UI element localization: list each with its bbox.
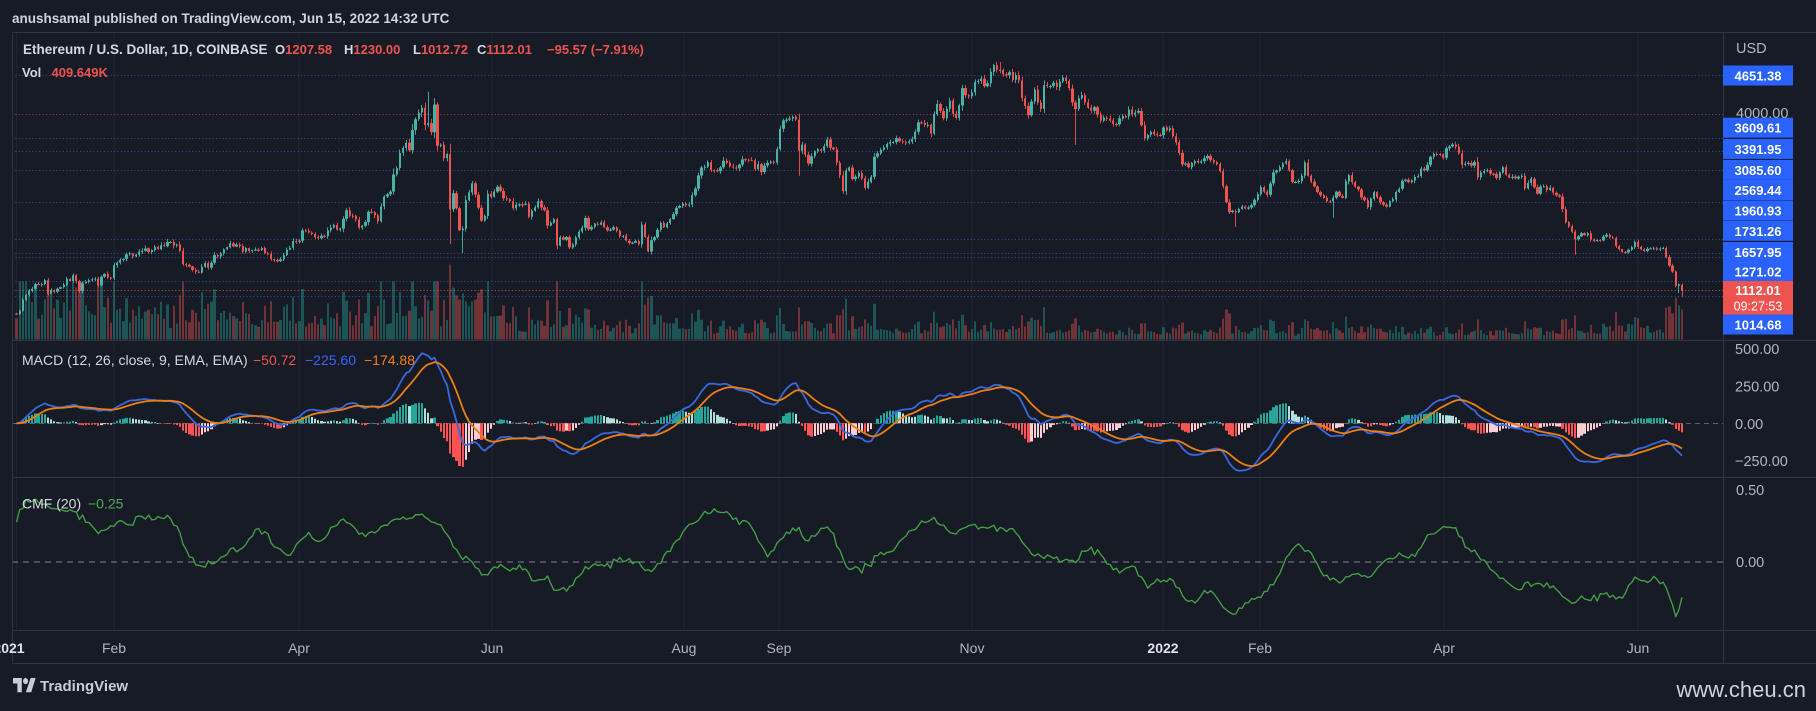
svg-text:3391.95: 3391.95 [1735, 142, 1782, 157]
svg-text:0.50: 0.50 [1736, 483, 1764, 499]
svg-text:Apr: Apr [288, 640, 310, 656]
svg-text:2569.44: 2569.44 [1735, 183, 1783, 198]
svg-text:anushsamal published on Tradin: anushsamal published on TradingView.com,… [12, 11, 450, 26]
svg-text:−250.00: −250.00 [1735, 454, 1788, 470]
svg-text:250.00: 250.00 [1735, 380, 1779, 396]
svg-text:USD: USD [1736, 41, 1767, 57]
svg-text:www.cheu.cn: www.cheu.cn [1675, 677, 1806, 702]
svg-text:Vol: Vol [22, 65, 41, 80]
svg-text:Nov: Nov [960, 640, 985, 656]
svg-text:1657.95: 1657.95 [1735, 245, 1782, 260]
svg-text:Feb: Feb [1248, 640, 1272, 656]
svg-text:1014.68: 1014.68 [1735, 318, 1782, 333]
svg-text:09:27:53: 09:27:53 [1734, 300, 1783, 314]
svg-text:0.00: 0.00 [1736, 555, 1764, 571]
svg-text:4651.38: 4651.38 [1735, 69, 1782, 84]
svg-text:3085.60: 3085.60 [1735, 163, 1782, 178]
svg-text:2022: 2022 [1147, 640, 1178, 656]
svg-text:1271.02: 1271.02 [1735, 265, 1782, 280]
svg-text:Jun: Jun [1627, 640, 1650, 656]
svg-text:500.00: 500.00 [1735, 342, 1779, 358]
svg-text:1731.26: 1731.26 [1735, 224, 1782, 239]
svg-text:TradingView: TradingView [40, 678, 128, 695]
svg-text:2021: 2021 [0, 640, 25, 656]
svg-text:Jun: Jun [481, 640, 504, 656]
svg-text:1960.93: 1960.93 [1735, 203, 1782, 218]
svg-text:Apr: Apr [1433, 640, 1455, 656]
svg-text:Ethereum / U.S. Dollar, 1D, CO: Ethereum / U.S. Dollar, 1D, COINBASE O120… [23, 42, 644, 57]
svg-text:3609.61: 3609.61 [1735, 121, 1782, 136]
svg-text:409.649K: 409.649K [52, 65, 109, 80]
svg-text:Feb: Feb [102, 640, 126, 656]
svg-text:0.00: 0.00 [1735, 417, 1763, 433]
svg-text:CMF (20)−0.25: CMF (20) −0.25 [22, 496, 124, 512]
svg-text:MACD (12, 26, close, 9, EMA, E: MACD (12, 26, close, 9, EMA, EMA) −50.72−… [22, 352, 415, 368]
svg-text:Sep: Sep [767, 640, 792, 656]
svg-text:Aug: Aug [672, 640, 697, 656]
svg-text:1112.01: 1112.01 [1735, 283, 1781, 298]
